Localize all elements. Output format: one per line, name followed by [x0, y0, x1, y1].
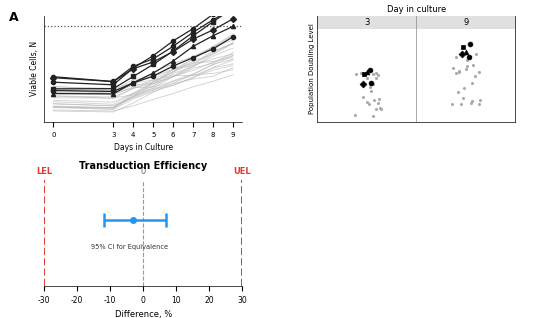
Text: Day in culture: Day in culture	[387, 5, 446, 14]
Point	[366, 80, 375, 85]
Point	[522, 75, 531, 80]
Point	[363, 75, 372, 80]
Point	[464, 54, 473, 59]
X-axis label: Days in Culture: Days in Culture	[114, 143, 173, 152]
Point	[467, 80, 476, 86]
Point	[470, 74, 479, 79]
Point	[372, 75, 381, 80]
Y-axis label: Population Doubling Level: Population Doubling Level	[309, 24, 315, 114]
Point	[449, 66, 458, 71]
Point	[370, 97, 378, 102]
Point	[522, 64, 531, 69]
Point	[465, 41, 474, 46]
Point	[447, 101, 456, 107]
Point	[522, 87, 531, 93]
Text: LEL: LEL	[36, 167, 53, 176]
Point	[458, 45, 467, 50]
Point	[454, 90, 463, 95]
Point	[452, 70, 460, 75]
Point	[373, 73, 382, 78]
Point	[463, 64, 471, 69]
Point	[459, 85, 468, 90]
Point	[352, 71, 361, 76]
Point	[368, 113, 377, 118]
Point	[366, 67, 375, 72]
Point	[358, 94, 367, 100]
Point	[522, 43, 531, 48]
Point	[475, 69, 484, 74]
Point	[471, 51, 480, 56]
Text: 0: 0	[141, 167, 146, 176]
Point	[522, 32, 531, 38]
Point	[372, 70, 381, 75]
Point	[376, 105, 384, 110]
Point	[368, 72, 377, 77]
Point	[468, 63, 477, 68]
Bar	[317, 16, 515, 29]
Point	[366, 85, 375, 90]
Point	[522, 54, 531, 59]
Text: 95% CI for Equivalence: 95% CI for Equivalence	[91, 244, 168, 250]
Point	[454, 69, 463, 74]
Point	[522, 100, 531, 105]
Text: 3: 3	[364, 18, 370, 27]
Point	[362, 100, 371, 105]
Text: 9: 9	[463, 18, 468, 27]
Point	[358, 81, 367, 86]
Point	[466, 100, 475, 105]
Point	[458, 52, 466, 57]
Text: A: A	[9, 10, 18, 24]
Point	[362, 69, 371, 74]
Point	[367, 89, 376, 94]
X-axis label: Difference, %: Difference, %	[115, 310, 172, 318]
Point	[371, 106, 380, 111]
Point	[356, 70, 365, 75]
Point	[365, 101, 373, 106]
Point	[451, 54, 460, 59]
Point	[373, 100, 382, 106]
Text: UEL: UEL	[233, 167, 251, 176]
Point	[455, 70, 464, 75]
Point	[468, 98, 476, 103]
Point	[475, 98, 484, 103]
Point	[377, 106, 386, 111]
Title: Transduction Efficiency: Transduction Efficiency	[79, 161, 207, 171]
Point	[360, 72, 368, 77]
Point	[363, 71, 372, 76]
Point	[462, 67, 471, 72]
Point	[475, 101, 484, 106]
Point	[368, 81, 377, 86]
Point	[351, 113, 360, 118]
Point	[459, 95, 468, 100]
Point	[456, 101, 465, 106]
Y-axis label: Viable Cells, N: Viable Cells, N	[30, 41, 39, 96]
Point	[463, 57, 472, 62]
Point	[375, 96, 383, 101]
Point	[461, 50, 470, 55]
